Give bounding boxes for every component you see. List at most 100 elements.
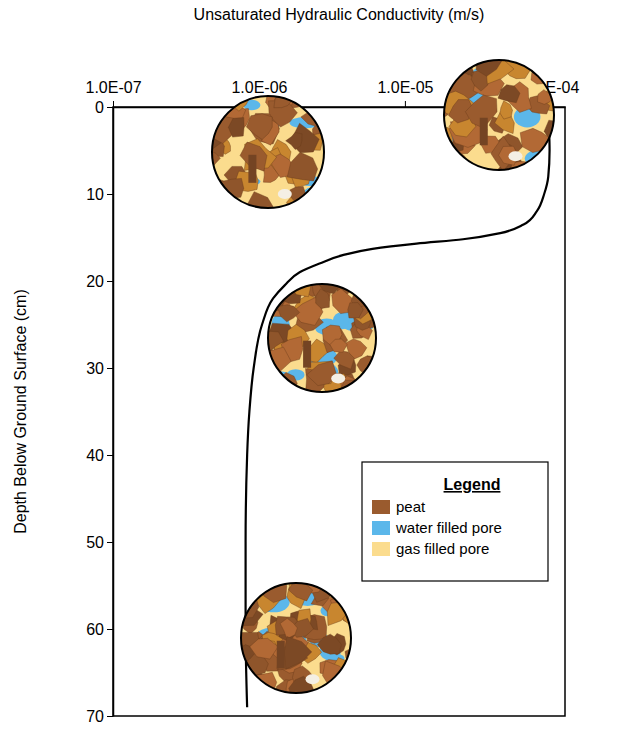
peat-particle	[533, 55, 551, 68]
peat-particle	[341, 575, 360, 595]
y-tick-label: 70	[86, 708, 104, 725]
y-axis-title: Depth Below Ground Surface (cm)	[12, 289, 29, 534]
pore-icon	[224, 568, 364, 707]
legend-label: peat	[396, 498, 426, 515]
root-fragment	[277, 641, 285, 669]
legend-box	[362, 462, 548, 581]
peat-particle	[277, 305, 299, 322]
peat-particle	[265, 381, 288, 406]
y-tick-mark	[107, 716, 113, 717]
x-tick-mark	[113, 101, 114, 107]
peat-particle	[263, 347, 291, 373]
water-pore	[302, 188, 320, 205]
mineral-grain	[509, 151, 523, 161]
legend-title: Legend	[444, 476, 501, 493]
peat-particle	[210, 193, 227, 213]
y-tick-label: 20	[86, 273, 104, 290]
y-tick-mark	[107, 281, 113, 282]
pore-icon-body	[252, 268, 390, 406]
pore-icon-border	[241, 583, 351, 693]
legend-label: water filled pore	[395, 519, 502, 536]
y-tick-mark	[107, 629, 113, 630]
peat-particle	[250, 638, 278, 659]
peat-particle	[280, 618, 297, 638]
y-axis: 0 10 20 30 40 50 60 70	[86, 99, 113, 725]
peat-particle	[345, 582, 360, 598]
peat-particle	[262, 380, 284, 401]
peat-particle	[544, 50, 560, 69]
y-tick-label: 50	[86, 534, 104, 551]
gas-ground	[212, 96, 324, 208]
peat-particle	[333, 568, 363, 592]
legend-swatch	[372, 542, 390, 556]
peat-particle	[363, 373, 378, 390]
mineral-grain	[306, 674, 320, 684]
y-tick: 0	[95, 99, 113, 116]
y-tick-mark	[107, 107, 113, 108]
y-tick-label: 10	[86, 186, 104, 203]
x-tick: 1.0E-05	[377, 79, 433, 107]
y-tick-label: 60	[86, 621, 104, 638]
peat-particle	[286, 132, 302, 149]
mineral-grain	[278, 189, 292, 199]
y-tick: 10	[86, 186, 113, 203]
water-pore	[530, 152, 553, 169]
peat-particle	[365, 371, 379, 388]
root-fragment	[480, 118, 488, 146]
pore-icon	[428, 46, 566, 183]
peat-particle	[445, 149, 470, 179]
pore-icon-body	[428, 46, 566, 183]
peat-particle	[364, 283, 381, 302]
pore-icon	[196, 84, 333, 224]
peat-particle	[284, 637, 312, 670]
pore-icon	[252, 268, 390, 406]
peat-particle	[246, 114, 272, 140]
y-axis-line	[113, 108, 115, 717]
y-tick-mark	[107, 455, 113, 456]
plot-area	[246, 107, 550, 707]
y-tick-mark	[107, 194, 113, 195]
peat-particle	[228, 118, 244, 138]
legend: Legend peat water filled pore gas filled po…	[362, 462, 548, 581]
x-tick: 1.0E-07	[85, 79, 141, 107]
peat-particle	[316, 289, 330, 309]
pore-icon-border	[444, 60, 554, 170]
pore-icon-border	[268, 284, 376, 392]
conductivity-curve	[246, 107, 550, 707]
peat-particle	[308, 191, 327, 204]
peat-particle	[348, 303, 364, 318]
peat-particle	[340, 380, 368, 406]
plot-frame	[113, 107, 565, 716]
peat-particle	[222, 86, 249, 111]
x-tick-label: 1.0E-06	[231, 79, 287, 96]
peat-particle	[224, 672, 256, 699]
peat-particle	[334, 351, 355, 369]
legend-swatch	[372, 500, 390, 514]
y-tick: 70	[86, 708, 113, 725]
peat-particle	[307, 361, 337, 386]
chart: 1.0E-071.0E-061.0E-051.0E-04010203040506…	[0, 0, 638, 733]
x-tick-label: 1.0E-07	[85, 79, 141, 96]
pore-icon-body	[224, 568, 364, 707]
peat-particle	[345, 661, 363, 681]
pore-icon-body	[196, 84, 333, 224]
peat-particle	[252, 371, 283, 395]
peat-particle	[330, 339, 347, 352]
x-axis-title: Unsaturated Hydraulic Conductivity (m/s)	[194, 6, 485, 23]
x-tick-mark	[405, 101, 406, 107]
y-tick: 20	[86, 273, 113, 290]
y-tick: 50	[86, 534, 113, 551]
x-tick-label: 1.0E-05	[377, 79, 433, 96]
y-tick: 40	[86, 447, 113, 464]
y-tick: 30	[86, 360, 113, 377]
peat-particle	[537, 49, 559, 75]
legend-label: gas filled pore	[396, 540, 489, 557]
peat-particle	[230, 593, 259, 618]
peat-particle	[325, 682, 344, 705]
y-tick-label: 40	[86, 447, 104, 464]
root-fragment	[248, 155, 256, 183]
root-fragment	[303, 341, 311, 368]
peat-particle	[249, 572, 266, 593]
peat-particle	[357, 276, 385, 303]
mineral-grain	[331, 374, 345, 384]
